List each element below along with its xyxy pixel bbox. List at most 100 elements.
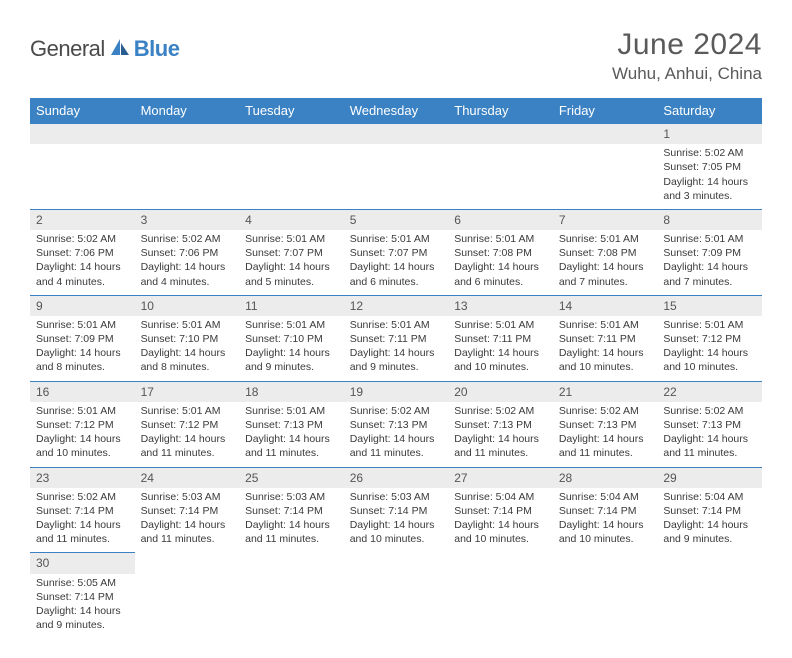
sunrise-text: Sunrise: 5:01 AM xyxy=(559,232,652,246)
day-number: 25 xyxy=(239,467,344,488)
day-number xyxy=(448,124,553,145)
daylight-text: Daylight: 14 hours xyxy=(663,432,756,446)
day-cell xyxy=(553,574,658,639)
day-cell: Sunrise: 5:01 AMSunset: 7:10 PMDaylight:… xyxy=(239,316,344,381)
sunrise-text: Sunrise: 5:02 AM xyxy=(141,232,234,246)
sunset-text: Sunset: 7:14 PM xyxy=(36,504,129,518)
day-number: 13 xyxy=(448,295,553,316)
day-number: 26 xyxy=(344,467,449,488)
detail-row: Sunrise: 5:02 AMSunset: 7:05 PMDaylight:… xyxy=(30,144,762,209)
daylight-text: and 10 minutes. xyxy=(663,360,756,374)
daynum-row: 2345678 xyxy=(30,209,762,230)
day-cell xyxy=(239,144,344,209)
detail-row: Sunrise: 5:01 AMSunset: 7:09 PMDaylight:… xyxy=(30,316,762,381)
daylight-text: Daylight: 14 hours xyxy=(36,604,129,618)
day-cell: Sunrise: 5:01 AMSunset: 7:12 PMDaylight:… xyxy=(657,316,762,381)
sunset-text: Sunset: 7:07 PM xyxy=(245,246,338,260)
day-cell: Sunrise: 5:03 AMSunset: 7:14 PMDaylight:… xyxy=(344,488,449,553)
day-number xyxy=(135,553,240,574)
day-number xyxy=(344,124,449,145)
sunset-text: Sunset: 7:12 PM xyxy=(36,418,129,432)
daylight-text: Daylight: 14 hours xyxy=(245,518,338,532)
sunrise-text: Sunrise: 5:03 AM xyxy=(350,490,443,504)
weekday-header: Wednesday xyxy=(344,98,449,124)
day-number: 29 xyxy=(657,467,762,488)
daylight-text: Daylight: 14 hours xyxy=(559,518,652,532)
day-cell: Sunrise: 5:01 AMSunset: 7:12 PMDaylight:… xyxy=(30,402,135,467)
day-number xyxy=(448,553,553,574)
day-cell: Sunrise: 5:02 AMSunset: 7:05 PMDaylight:… xyxy=(657,144,762,209)
month-title: June 2024 xyxy=(612,28,762,62)
day-cell xyxy=(135,574,240,639)
day-number xyxy=(344,553,449,574)
daylight-text: Daylight: 14 hours xyxy=(454,518,547,532)
sunset-text: Sunset: 7:12 PM xyxy=(141,418,234,432)
daylight-text: Daylight: 14 hours xyxy=(559,346,652,360)
day-number xyxy=(657,553,762,574)
sunset-text: Sunset: 7:06 PM xyxy=(141,246,234,260)
daylight-text: and 10 minutes. xyxy=(559,360,652,374)
day-cell xyxy=(239,574,344,639)
daylight-text: Daylight: 14 hours xyxy=(36,518,129,532)
detail-row: Sunrise: 5:05 AMSunset: 7:14 PMDaylight:… xyxy=(30,574,762,639)
daylight-text: and 11 minutes. xyxy=(559,446,652,460)
daylight-text: Daylight: 14 hours xyxy=(141,432,234,446)
sunrise-text: Sunrise: 5:01 AM xyxy=(245,318,338,332)
daylight-text: and 11 minutes. xyxy=(350,446,443,460)
daylight-text: Daylight: 14 hours xyxy=(454,346,547,360)
day-number: 4 xyxy=(239,209,344,230)
daylight-text: Daylight: 14 hours xyxy=(245,260,338,274)
day-cell: Sunrise: 5:02 AMSunset: 7:13 PMDaylight:… xyxy=(553,402,658,467)
sunrise-text: Sunrise: 5:02 AM xyxy=(36,232,129,246)
sunset-text: Sunset: 7:08 PM xyxy=(559,246,652,260)
daylight-text: Daylight: 14 hours xyxy=(663,346,756,360)
daylight-text: Daylight: 14 hours xyxy=(141,260,234,274)
sunset-text: Sunset: 7:14 PM xyxy=(559,504,652,518)
day-cell xyxy=(657,574,762,639)
sunset-text: Sunset: 7:09 PM xyxy=(663,246,756,260)
sunset-text: Sunset: 7:06 PM xyxy=(36,246,129,260)
sunset-text: Sunset: 7:10 PM xyxy=(245,332,338,346)
daylight-text: and 6 minutes. xyxy=(350,275,443,289)
location: Wuhu, Anhui, China xyxy=(612,64,762,84)
day-number xyxy=(553,553,658,574)
sunset-text: Sunset: 7:07 PM xyxy=(350,246,443,260)
day-number xyxy=(239,553,344,574)
sunset-text: Sunset: 7:11 PM xyxy=(454,332,547,346)
daylight-text: Daylight: 14 hours xyxy=(245,432,338,446)
daylight-text: and 9 minutes. xyxy=(350,360,443,374)
sunrise-text: Sunrise: 5:02 AM xyxy=(663,146,756,160)
day-cell: Sunrise: 5:01 AMSunset: 7:09 PMDaylight:… xyxy=(657,230,762,295)
sunrise-text: Sunrise: 5:01 AM xyxy=(663,232,756,246)
day-cell: Sunrise: 5:01 AMSunset: 7:12 PMDaylight:… xyxy=(135,402,240,467)
daylight-text: and 9 minutes. xyxy=(36,618,129,632)
day-cell xyxy=(448,144,553,209)
day-cell xyxy=(344,574,449,639)
sunset-text: Sunset: 7:13 PM xyxy=(245,418,338,432)
daylight-text: Daylight: 14 hours xyxy=(559,260,652,274)
daylight-text: Daylight: 14 hours xyxy=(350,432,443,446)
daylight-text: and 8 minutes. xyxy=(141,360,234,374)
sunrise-text: Sunrise: 5:01 AM xyxy=(454,232,547,246)
daylight-text: and 11 minutes. xyxy=(36,532,129,546)
logo-text-general: General xyxy=(30,36,105,62)
sunset-text: Sunset: 7:14 PM xyxy=(663,504,756,518)
sunrise-text: Sunrise: 5:03 AM xyxy=(245,490,338,504)
day-cell: Sunrise: 5:01 AMSunset: 7:07 PMDaylight:… xyxy=(239,230,344,295)
daylight-text: and 11 minutes. xyxy=(245,446,338,460)
sunrise-text: Sunrise: 5:01 AM xyxy=(36,404,129,418)
sunset-text: Sunset: 7:10 PM xyxy=(141,332,234,346)
day-number: 21 xyxy=(553,381,658,402)
day-cell xyxy=(30,144,135,209)
daylight-text: and 11 minutes. xyxy=(245,532,338,546)
day-cell: Sunrise: 5:04 AMSunset: 7:14 PMDaylight:… xyxy=(448,488,553,553)
daylight-text: and 6 minutes. xyxy=(454,275,547,289)
daynum-row: 16171819202122 xyxy=(30,381,762,402)
day-cell: Sunrise: 5:01 AMSunset: 7:13 PMDaylight:… xyxy=(239,402,344,467)
sunset-text: Sunset: 7:13 PM xyxy=(663,418,756,432)
sunset-text: Sunset: 7:14 PM xyxy=(350,504,443,518)
day-number: 19 xyxy=(344,381,449,402)
daylight-text: Daylight: 14 hours xyxy=(36,260,129,274)
daylight-text: Daylight: 14 hours xyxy=(663,518,756,532)
header: General Blue June 2024 Wuhu, Anhui, Chin… xyxy=(30,28,762,84)
